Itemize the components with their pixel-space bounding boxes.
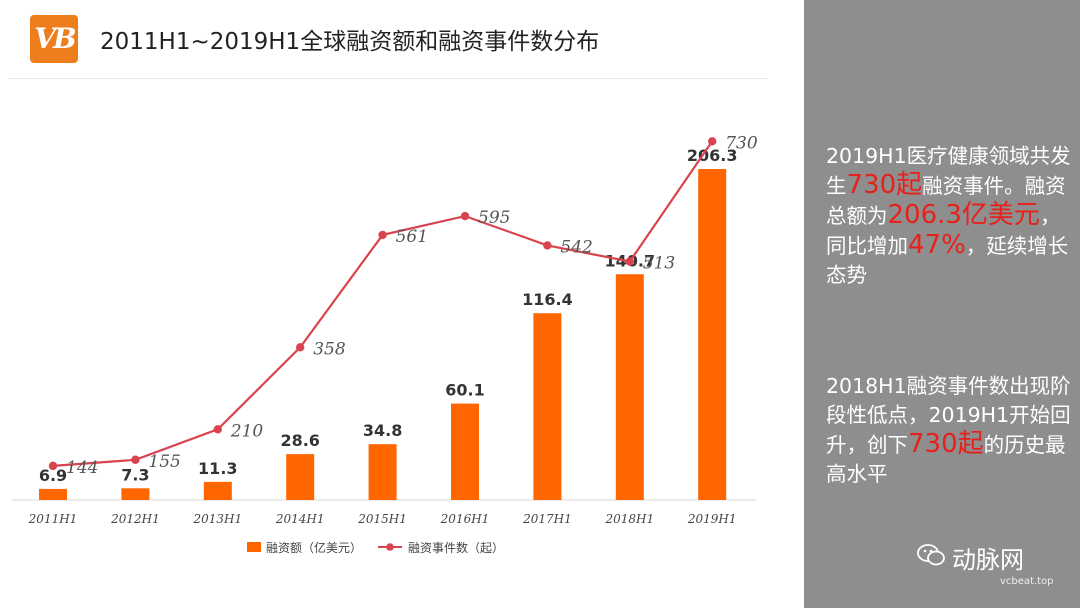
bar-2015H1 <box>368 444 397 500</box>
funding-chart: 6.9 2011H1 7.3 2012H1 11.3 2013H1 28.6 2014H1 34… <box>12 133 758 555</box>
line-point-2018H1 <box>625 257 634 266</box>
page-title: 2011H1~2019H1全球融资额和融资事件数分布 <box>100 29 600 55</box>
line-label-2013H1: 210 <box>230 421 264 441</box>
line-point-2019H1 <box>708 137 717 146</box>
x-tick-2013H1: 2013H1 <box>192 512 242 526</box>
line-point-2016H1 <box>460 211 470 221</box>
summary-p1-run-4: ，同比增加 <box>826 204 1061 258</box>
bar-label-2012H1: 7.3 <box>121 465 149 484</box>
bar-label-2011H1: 6.9 <box>39 466 67 485</box>
summary-p2-run-2: 的历史最高水平 <box>826 433 1066 486</box>
summary-p2-run-1: 730起 <box>908 429 984 459</box>
bar-2014H1 <box>286 454 315 500</box>
x-tick-2018H1: 2018H1 <box>604 512 654 526</box>
line-label-2017H1: 542 <box>560 237 592 257</box>
vb-logo-text: VB <box>34 22 76 55</box>
line-point-2017H1 <box>543 241 552 250</box>
title-divider <box>8 78 768 79</box>
bar-2019H1 <box>698 169 727 500</box>
bar-2013H1 <box>203 481 232 500</box>
legend-bar-swatch <box>247 542 261 552</box>
line-label-2016H1: 595 <box>478 208 510 228</box>
bar-2017H1 <box>533 313 562 500</box>
wechat-icon <box>917 544 945 566</box>
summary-p1-run-0: 2019H1医疗健康领域共发生 <box>826 144 1071 198</box>
event-count-line <box>52 140 714 467</box>
x-tick-2017H1: 2017H1 <box>522 512 572 526</box>
bar-label-2014H1: 28.6 <box>280 431 319 450</box>
bar-label-2013H1: 11.3 <box>198 459 237 478</box>
line-label-2015H1: 561 <box>396 227 428 247</box>
bar-label-2015H1: 34.8 <box>363 421 402 440</box>
legend-line-label: 融资事件数（起） <box>408 540 504 555</box>
line-point-2013H1 <box>213 425 222 434</box>
bar-2011H1 <box>39 488 67 500</box>
summary-p2-run-0: 2018H1融资事件数出现阶段性低点，2019H1开始回升，创下 <box>826 374 1071 457</box>
vb-logo: VB <box>30 15 78 63</box>
line-label-2018H1: 513 <box>643 254 675 274</box>
line-label-2011H1: 144 <box>66 458 98 478</box>
line-point-2014H1 <box>296 343 305 352</box>
line-label-2019H1: 730 <box>725 133 758 153</box>
summary-p1-run-1: 730起 <box>846 170 923 200</box>
bar-2012H1 <box>121 488 150 500</box>
bar-label-2016H1: 60.1 <box>445 381 484 400</box>
x-tick-2012H1: 2012H1 <box>110 512 160 526</box>
watermark-url: vcbeat.top <box>1000 576 1054 587</box>
summary-p1-run-3: 206.3亿美元 <box>887 200 1040 230</box>
summary-paragraph-2: 2018H1融资事件数出现阶段性低点，2019H1开始回升，创下730起的历史最… <box>826 372 1072 489</box>
summary-panel: 2019H1医疗健康领域共发生730起融资事件。融资总额为206.3亿美元，同比… <box>804 0 1080 608</box>
line-point-2012H1 <box>131 455 140 464</box>
summary-p1-run-6: ，延续增长态势 <box>826 234 1069 287</box>
summary-paragraph-1: 2019H1医疗健康领域共发生730起融资事件。融资总额为206.3亿美元，同比… <box>826 142 1072 290</box>
bar-label-2017H1: 116.4 <box>522 290 573 309</box>
line-point-2015H1 <box>378 230 387 240</box>
summary-p1-run-2: 融资事件。融资总额为 <box>826 174 1066 228</box>
x-tick-2011H1: 2011H1 <box>28 512 78 526</box>
x-tick-2015H1: 2015H1 <box>357 512 407 526</box>
line-label-2014H1: 358 <box>313 339 346 359</box>
legend-line-marker <box>386 543 394 551</box>
x-tick-2016H1: 2016H1 <box>440 512 490 526</box>
bar-2018H1 <box>615 274 644 500</box>
line-label-2012H1: 155 <box>148 452 180 472</box>
summary-p1-run-5: 47% <box>908 230 966 260</box>
legend-bar-label: 融资额（亿美元） <box>266 540 362 555</box>
bar-2016H1 <box>451 403 479 500</box>
watermark-name: 动脉网 <box>952 546 1024 574</box>
line-point-2011H1 <box>48 461 58 471</box>
x-tick-2019H1: 2019H1 <box>687 512 737 526</box>
x-tick-2014H1: 2014H1 <box>275 512 325 526</box>
